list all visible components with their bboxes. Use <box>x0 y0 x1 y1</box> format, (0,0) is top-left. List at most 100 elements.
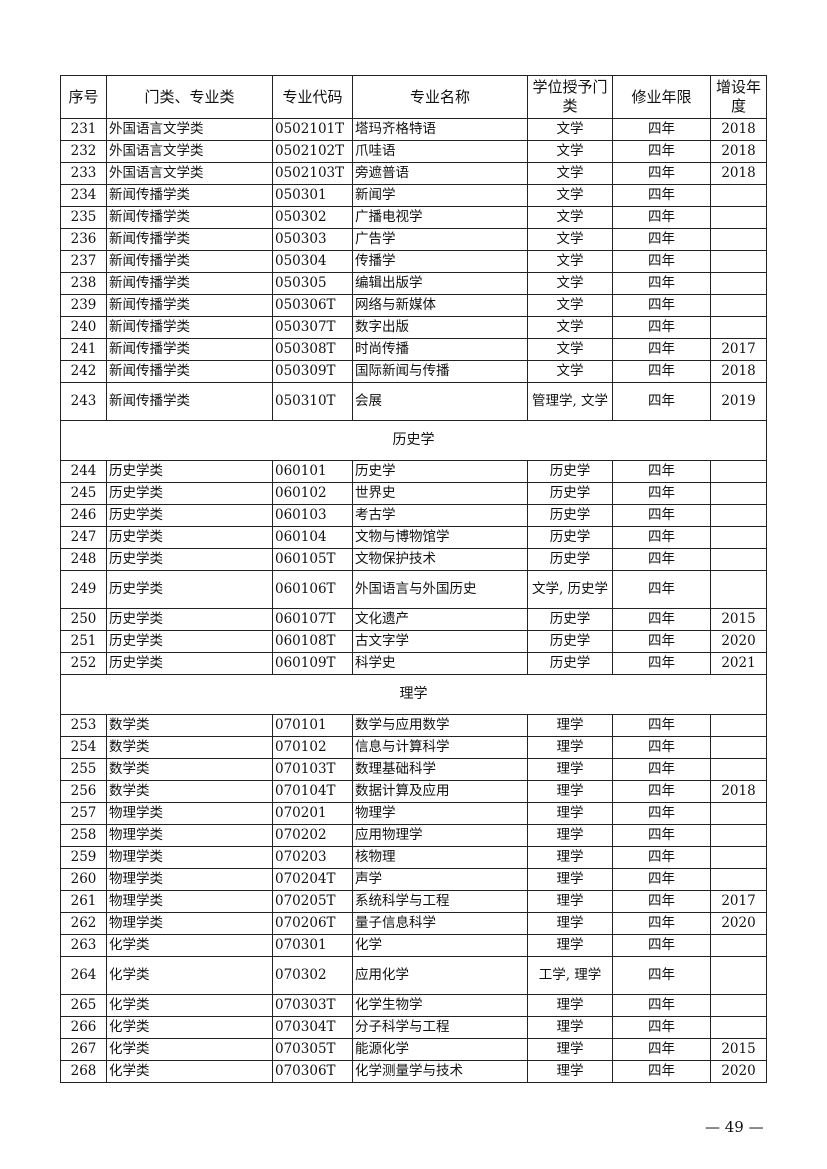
cell-duration: 四年 <box>612 802 711 825</box>
cell-category: 化学类 <box>106 1038 273 1061</box>
cell-seq: 243 <box>60 382 107 421</box>
cell-year: 2018 <box>710 162 767 185</box>
cell-degree: 文学 <box>527 272 613 295</box>
header-duration: 修业年限 <box>612 75 711 119</box>
header-code: 专业代码 <box>272 75 353 119</box>
table-row: 240 新闻传播学类 050307T 数字出版 文学 四年 <box>60 316 767 339</box>
cell-duration: 四年 <box>612 956 711 995</box>
cell-duration: 四年 <box>612 934 711 957</box>
cell-seq: 241 <box>60 338 107 361</box>
cell-category: 数学类 <box>106 758 273 781</box>
cell-seq: 238 <box>60 272 107 295</box>
table-row: 236 新闻传播学类 050303 广告学 文学 四年 <box>60 228 767 251</box>
cell-category: 物理学类 <box>106 802 273 825</box>
cell-duration: 四年 <box>612 140 711 163</box>
cell-name: 爪哇语 <box>352 140 528 163</box>
cell-code: 070303T <box>272 994 353 1017</box>
cell-year: 2020 <box>710 912 767 935</box>
cell-degree: 文学 <box>527 206 613 229</box>
cell-code: 060107T <box>272 608 353 631</box>
cell-duration: 四年 <box>612 868 711 891</box>
table-row: 260 物理学类 070204T 声学 理学 四年 <box>60 868 767 891</box>
cell-name: 化学生物学 <box>352 994 528 1017</box>
section-heading: 历史学 <box>60 420 767 461</box>
cell-duration: 四年 <box>612 206 711 229</box>
cell-code: 070103T <box>272 758 353 781</box>
cell-duration: 四年 <box>612 460 711 483</box>
cell-degree: 文学 <box>527 294 613 317</box>
cell-code: 060102 <box>272 482 353 505</box>
cell-duration: 四年 <box>612 846 711 869</box>
cell-duration: 四年 <box>612 228 711 251</box>
table-row: 238 新闻传播学类 050305 编辑出版学 文学 四年 <box>60 272 767 295</box>
cell-year <box>710 228 767 251</box>
cell-seq: 254 <box>60 736 107 759</box>
cell-seq: 265 <box>60 994 107 1017</box>
cell-category: 物理学类 <box>106 868 273 891</box>
cell-degree: 文学, 历史学 <box>527 570 613 609</box>
cell-name: 数字出版 <box>352 316 528 339</box>
cell-seq: 260 <box>60 868 107 891</box>
cell-seq: 236 <box>60 228 107 251</box>
cell-year <box>710 846 767 869</box>
cell-category: 数学类 <box>106 714 273 737</box>
cell-duration: 四年 <box>612 118 711 141</box>
cell-name: 时尚传播 <box>352 338 528 361</box>
cell-duration: 四年 <box>612 824 711 847</box>
table-row: 249 历史学类 060106T 外国语言与外国历史 文学, 历史学 四年 <box>60 570 767 609</box>
cell-name: 编辑出版学 <box>352 272 528 295</box>
cell-category: 化学类 <box>106 1016 273 1039</box>
cell-code: 060109T <box>272 652 353 675</box>
cell-duration: 四年 <box>612 482 711 505</box>
cell-category: 新闻传播学类 <box>106 228 273 251</box>
cell-category: 新闻传播学类 <box>106 316 273 339</box>
cell-category: 历史学类 <box>106 548 273 571</box>
table-row: 250 历史学类 060107T 文化遗产 历史学 四年 2015 <box>60 608 767 631</box>
cell-duration: 四年 <box>612 912 711 935</box>
cell-duration: 四年 <box>612 1016 711 1039</box>
table-row: 247 历史学类 060104 文物与博物馆学 历史学 四年 <box>60 526 767 549</box>
cell-duration: 四年 <box>612 736 711 759</box>
table-row: 253 数学类 070101 数学与应用数学 理学 四年 <box>60 714 767 737</box>
cell-year <box>710 460 767 483</box>
cell-name: 会展 <box>352 382 528 421</box>
cell-degree: 工学, 理学 <box>527 956 613 995</box>
cell-duration: 四年 <box>612 184 711 207</box>
table-row: 248 历史学类 060105T 文物保护技术 历史学 四年 <box>60 548 767 571</box>
cell-code: 070101 <box>272 714 353 737</box>
cell-degree: 理学 <box>527 1060 613 1083</box>
cell-code: 050309T <box>272 360 353 383</box>
cell-category: 化学类 <box>106 1060 273 1083</box>
cell-seq: 231 <box>60 118 107 141</box>
cell-category: 新闻传播学类 <box>106 338 273 361</box>
cell-year <box>710 526 767 549</box>
cell-name: 文物保护技术 <box>352 548 528 571</box>
cell-code: 070301 <box>272 934 353 957</box>
cell-code: 050306T <box>272 294 353 317</box>
table-row: 259 物理学类 070203 核物理 理学 四年 <box>60 846 767 869</box>
cell-year: 2019 <box>710 382 767 421</box>
cell-year <box>710 994 767 1017</box>
table-header-row: 序号 门类、专业类 专业代码 专业名称 学位授予门类 修业年限 增设年度 <box>60 75 767 119</box>
cell-seq: 232 <box>60 140 107 163</box>
cell-seq: 247 <box>60 526 107 549</box>
cell-duration: 四年 <box>612 1060 711 1083</box>
cell-code: 050310T <box>272 382 353 421</box>
cell-name: 物理学 <box>352 802 528 825</box>
cell-seq: 261 <box>60 890 107 913</box>
cell-year <box>710 272 767 295</box>
cell-degree: 理学 <box>527 824 613 847</box>
cell-degree: 理学 <box>527 736 613 759</box>
cell-degree: 历史学 <box>527 504 613 527</box>
cell-duration: 四年 <box>612 504 711 527</box>
cell-seq: 235 <box>60 206 107 229</box>
table-row: 268 化学类 070306T 化学测量学与技术 理学 四年 2020 <box>60 1060 767 1083</box>
table-row: 232 外国语言文学类 0502102T 爪哇语 文学 四年 2018 <box>60 140 767 163</box>
table-row: 239 新闻传播学类 050306T 网络与新媒体 文学 四年 <box>60 294 767 317</box>
cell-category: 新闻传播学类 <box>106 294 273 317</box>
table-row: 252 历史学类 060109T 科学史 历史学 四年 2021 <box>60 652 767 675</box>
cell-seq: 267 <box>60 1038 107 1061</box>
cell-year <box>710 294 767 317</box>
cell-code: 070206T <box>272 912 353 935</box>
cell-duration: 四年 <box>612 294 711 317</box>
